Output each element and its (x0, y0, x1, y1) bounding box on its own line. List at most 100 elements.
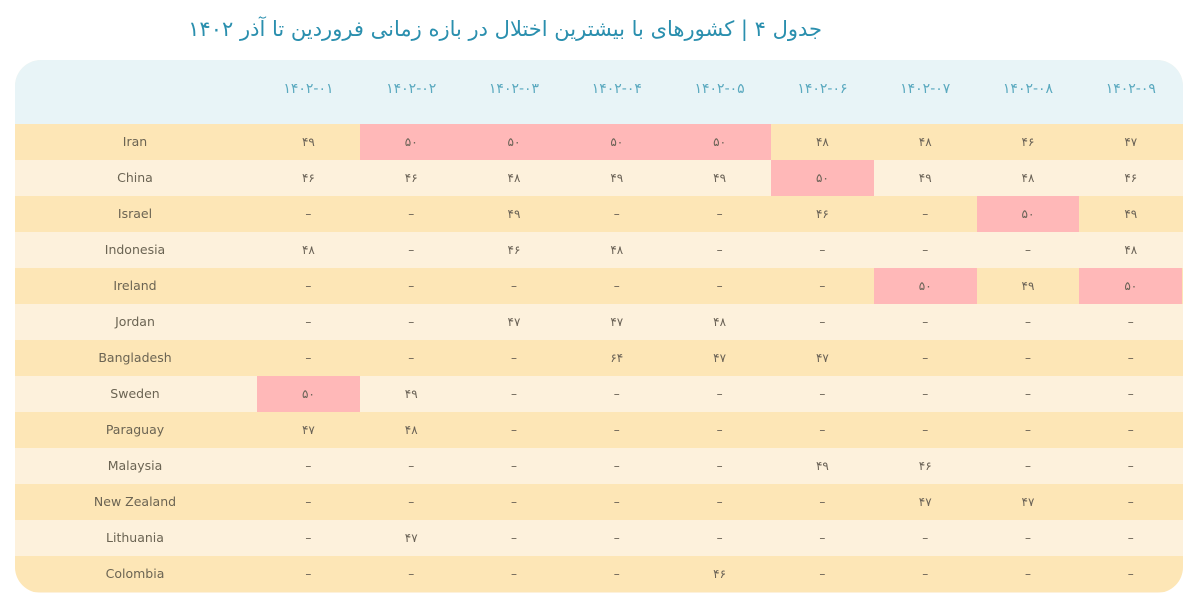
table-cell: – (613, 279, 620, 293)
highlighted-cell: ۵۰ (462, 124, 566, 160)
table-row: New Zealand – – – – – – ۴۷ ۴۷ – (15, 484, 1183, 520)
table-cell: – (1024, 351, 1031, 365)
country-label: Malaysia (107, 458, 163, 473)
table-cell: – (716, 243, 723, 257)
table-cell: – (510, 567, 517, 581)
table-cell: ۴۶ (507, 243, 521, 257)
table-cell: – (922, 207, 929, 221)
table-cell: ۴۹ (301, 135, 315, 149)
table-cell: – (613, 387, 620, 401)
table-cell: – (613, 207, 620, 221)
table-cell: ۴۷ (1124, 135, 1138, 149)
table-cell: – (1024, 315, 1031, 329)
table-cell: – (819, 279, 826, 293)
table-cell: ۶۴ (610, 351, 624, 365)
country-label: China (117, 170, 153, 185)
column-header: ۱۴۰۲-۰۲ (386, 81, 437, 97)
table-cell: – (1127, 531, 1134, 545)
highlighted-cell: ۵۰ (257, 376, 360, 412)
table-cell: ۴۸ (713, 315, 727, 329)
table-cell: – (1127, 423, 1134, 437)
table-cell: – (510, 387, 517, 401)
table-cell: – (1024, 567, 1031, 581)
table-cell: ۴۹ (404, 387, 418, 401)
country-label: Lithuania (106, 530, 164, 545)
table-row: Sweden ۵۰ ۴۹ – – – – – – – (15, 376, 1183, 412)
table-cell: – (305, 459, 312, 473)
table-cell: – (510, 351, 517, 365)
table-cell: – (716, 531, 723, 545)
country-label: Bangladesh (98, 350, 172, 365)
table-cell: – (408, 207, 415, 221)
table-cell: – (408, 243, 415, 257)
table-cell: ۴۶ (1124, 171, 1138, 185)
table-cell: ۴۶ (815, 207, 829, 221)
table-cell: – (613, 531, 620, 545)
table-cell: – (613, 567, 620, 581)
country-label: Iran (122, 134, 148, 149)
table-cell: – (510, 279, 517, 293)
table-cell: ۴۶ (404, 171, 418, 185)
table-cell: – (922, 315, 929, 329)
table-cell: – (1127, 459, 1134, 473)
table-cell: – (716, 387, 723, 401)
table-cell: – (305, 279, 312, 293)
table-cell: ۴۶ (713, 567, 727, 581)
table-title: جدول ۴ | کشورهای با بیشترین اختلال در با… (188, 17, 822, 41)
table-cell: ۴۷ (1021, 495, 1035, 509)
table-row: Paraguay ۴۷ ۴۸ – – – – – – – (15, 412, 1183, 448)
country-label: Paraguay (105, 422, 165, 437)
country-label: Sweden (110, 386, 160, 401)
table-cell: – (1127, 567, 1134, 581)
table-row: China ۴۶ ۴۶ ۴۸ ۴۹ ۴۹ ۵۰ ۴۹ ۴۸ ۴۶ (15, 160, 1183, 196)
country-label: Indonesia (104, 242, 166, 257)
table-cell: ۴۶ (301, 171, 315, 185)
table-cell: ۴۸ (1021, 171, 1035, 185)
table-cell: – (1127, 387, 1134, 401)
table-cell: – (1024, 243, 1031, 257)
table-cell: ۴۷ (507, 315, 521, 329)
table-cell: ۴۸ (918, 135, 932, 149)
table-cell: – (408, 279, 415, 293)
table-cell: – (305, 567, 312, 581)
table-cell: ۴۸ (815, 135, 829, 149)
table-cell: ۴۹ (1021, 279, 1035, 293)
country-label: Jordan (115, 314, 155, 329)
table-cell: – (510, 495, 517, 509)
table-cell: – (819, 315, 826, 329)
highlighted-cell: ۵۰ (565, 124, 669, 160)
table-row: Ireland – – – – – – ۵۰ ۴۹ ۵۰ (15, 268, 1183, 304)
table-cell: – (305, 531, 312, 545)
table-row: Israel – – ۴۹ – – ۴۶ – ۵۰ ۴۹ (15, 196, 1183, 232)
table-cell: – (922, 567, 929, 581)
column-header: ۱۴۰۲-۰۴ (591, 81, 642, 97)
country-label: Israel (117, 206, 153, 221)
table-cell: – (1127, 495, 1134, 509)
highlighted-cell: ۵۰ (1079, 268, 1183, 304)
column-header: ۱۴۰۲-۰۶ (797, 81, 848, 97)
table-cell: – (613, 459, 620, 473)
column-header: ۱۴۰۲-۰۸ (1002, 81, 1054, 97)
table-cell: – (716, 423, 723, 437)
table-cell: ۴۶ (1021, 135, 1035, 149)
table-cell: ۴۷ (610, 315, 624, 329)
table-cell: – (408, 315, 415, 329)
table-cell: ۴۹ (815, 459, 829, 473)
table-cell: – (819, 531, 826, 545)
table-cell: – (1024, 423, 1031, 437)
table-cell: ۴۸ (507, 171, 521, 185)
table-cell: – (510, 423, 517, 437)
table-cell: ۴۷ (404, 531, 418, 545)
table-cell: ۴۷ (301, 423, 315, 437)
table-cell: – (819, 495, 826, 509)
country-label: Colombia (105, 566, 165, 581)
table-row: Jordan – – ۴۷ ۴۷ ۴۸ – – – – (15, 304, 1183, 340)
table-cell: – (510, 531, 517, 545)
table-cell: – (510, 459, 517, 473)
highlighted-cell: ۵۰ (359, 124, 463, 160)
table-cell: ۴۸ (1124, 243, 1138, 257)
country-label: New Zealand (93, 494, 177, 509)
table-row: Bangladesh – – – ۶۴ ۴۷ ۴۷ – – – (15, 340, 1183, 376)
column-header: ۱۴۰۲-۰۱ (283, 81, 334, 97)
table-cell: – (1127, 351, 1134, 365)
